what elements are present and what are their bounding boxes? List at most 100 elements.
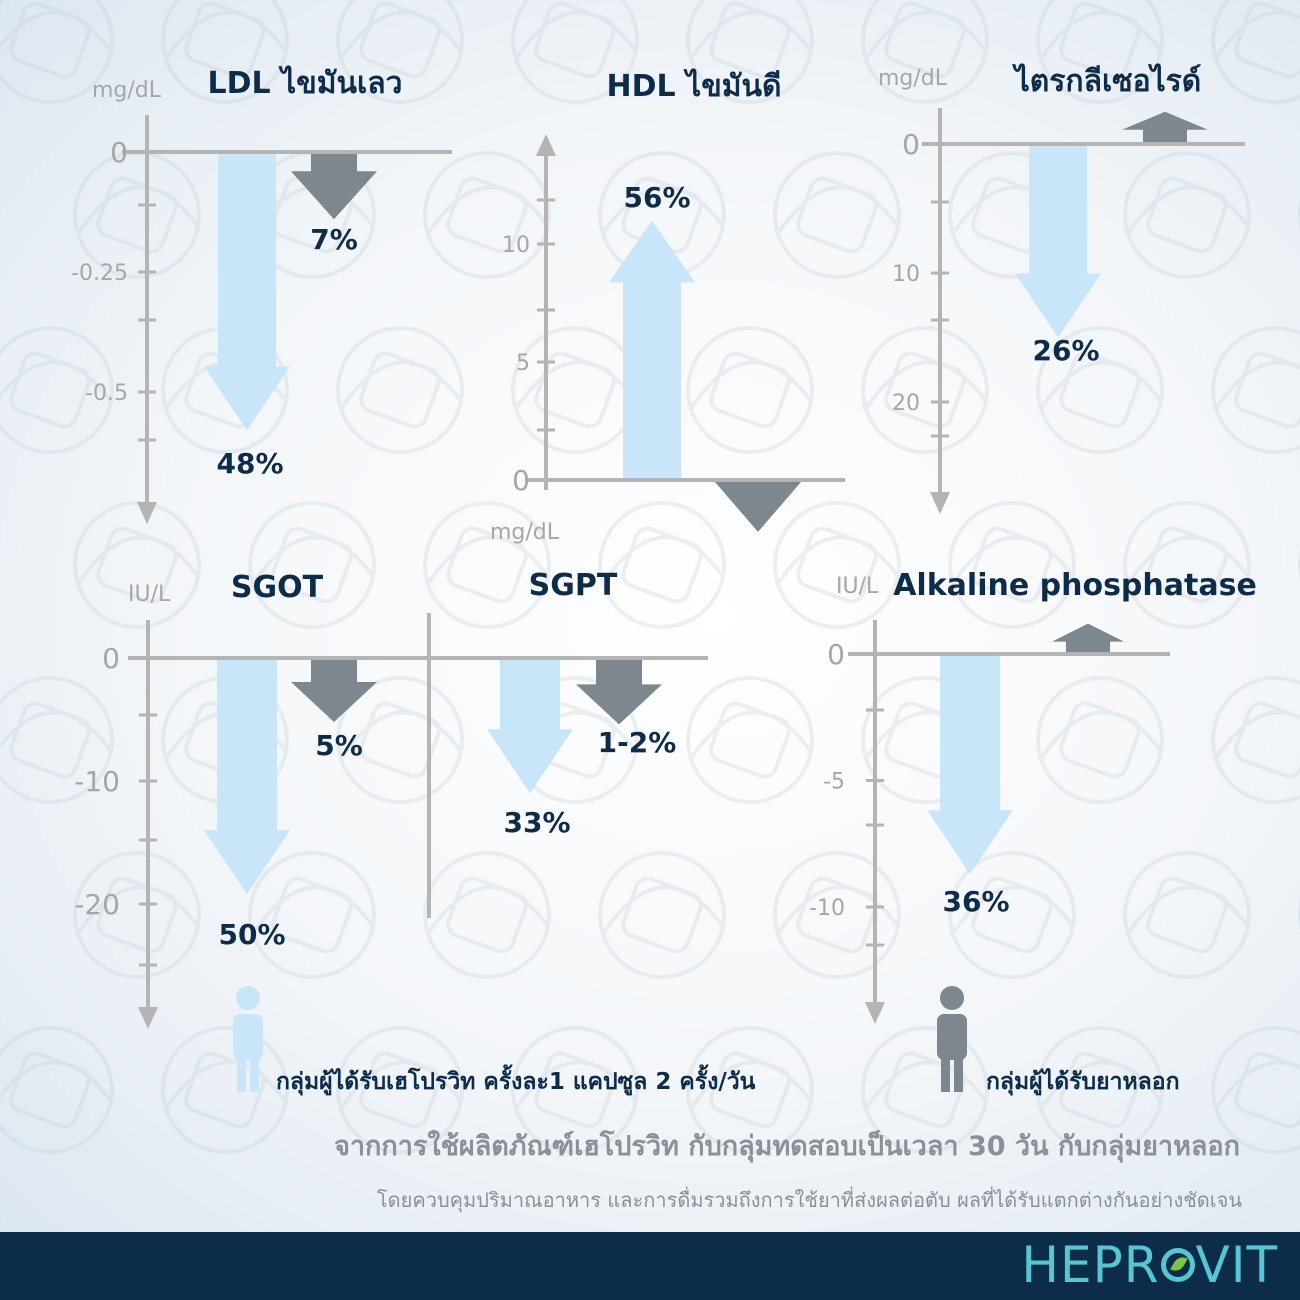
legend-treatment-label: กลุ่มผู้ได้รับเฮโปรวิท ครั้งละ1 แคปซูล 2… <box>276 1069 756 1095</box>
sgpt-chart-title: SGPT <box>528 568 618 603</box>
tg-treatment-value-label: 26% <box>1032 334 1099 367</box>
tg-unit-label: mg/dL <box>878 66 948 91</box>
brand-leaf-icon <box>1160 1248 1195 1282</box>
bg-logo-icon <box>336 676 464 804</box>
alp-y-axis-arrow <box>865 1002 885 1024</box>
sgot-y-axis-arrow <box>138 1007 158 1029</box>
bg-logo-icon <box>336 0 464 104</box>
bg-logo-icon <box>0 676 114 804</box>
sgpt-treatment-value-label: 33% <box>503 806 570 839</box>
bg-logo-icon <box>948 501 1076 629</box>
bg-logo-icon <box>861 1026 989 1154</box>
sgot-placebo-value-label: 5% <box>315 729 363 762</box>
sgpt-placebo-value-label: 1-2% <box>598 726 677 759</box>
hdl-treatment-arrow <box>609 220 695 478</box>
bg-logo-icon <box>1036 326 1164 454</box>
ldl-tick-label: -0.25 <box>71 261 128 286</box>
hdl-unit-label: mg/dL <box>490 520 560 545</box>
sgot-tick-label: -10 <box>74 765 120 798</box>
bg-logo-icon <box>336 326 464 454</box>
bg-logo-icon <box>1123 501 1251 629</box>
footnote-line-2: โดยควบคุมปริมาณอาหาร และการดื่มรวมถึงการ… <box>376 1188 1242 1212</box>
bg-logo-icon <box>861 0 989 104</box>
alp-tick-label: -5 <box>823 770 845 795</box>
tg-tick-label: 10 <box>892 262 920 287</box>
bg-logo-icon <box>161 1026 289 1154</box>
bg-logo-icon <box>336 1026 464 1154</box>
sgot-treatment-arrow <box>204 660 290 895</box>
hdl-tick-label: 0 <box>512 464 530 497</box>
ldl-chart-title: LDL ไขมันเลว <box>207 66 403 101</box>
tg-tick-label: 0 <box>902 128 920 161</box>
bg-logo-icon <box>1211 1026 1300 1154</box>
alp-treatment-arrow <box>927 656 1013 875</box>
bg-logo-icon <box>1211 326 1300 454</box>
brand-logo: HEPR VIT <box>1021 1236 1278 1294</box>
bg-logo-icon <box>773 151 901 279</box>
tg-treatment-arrow <box>1015 146 1101 338</box>
sgot-unit-label: IU/L <box>128 582 171 607</box>
bg-logo-icon <box>248 851 376 979</box>
hdl-chart-title: HDL ไขมันดี <box>606 69 782 104</box>
bg-logo-icon <box>773 501 901 629</box>
bg-logo-icon <box>0 0 114 104</box>
ldl-treatment-arrow <box>204 154 290 431</box>
bg-logo-icon <box>161 0 289 104</box>
alp-placebo-arrow <box>1052 623 1124 652</box>
bg-logo-icon <box>423 501 551 629</box>
bg-logo-icon <box>0 1026 114 1154</box>
ldl-y-axis-arrow <box>137 502 157 524</box>
bg-logo-icon <box>511 0 639 104</box>
alp-tick-label: -10 <box>809 896 845 921</box>
treatment-person-icon <box>233 986 263 1092</box>
bg-logo-icon <box>686 676 814 804</box>
bg-logo-icon <box>861 326 989 454</box>
bg-logo-icon <box>1123 151 1251 279</box>
bg-logo-icon <box>1036 676 1164 804</box>
hdl-placebo-arrow <box>715 482 801 532</box>
tg-chart-title: ไตรกลีเซอไรด์ <box>1014 64 1202 99</box>
brand-logo-right: VIT <box>1195 1236 1278 1294</box>
bg-logo-icon <box>1211 0 1300 104</box>
sgpt-treatment-arrow <box>487 660 573 794</box>
hdl-tick-label: 10 <box>502 233 530 258</box>
legend-placebo-label: กลุ่มผู้ได้รับยาหลอก <box>986 1069 1180 1095</box>
bg-logo-icon <box>1036 0 1164 104</box>
sgot-chart-title: SGOT <box>230 570 324 605</box>
bg-logo-icon <box>686 0 814 104</box>
alp-treatment-value-label: 36% <box>942 885 1009 918</box>
bg-logo-icon <box>511 1026 639 1154</box>
bg-logo-icon <box>1036 1026 1164 1154</box>
bg-logo-icon <box>598 851 726 979</box>
placebo-person-icon <box>937 986 967 1092</box>
sgot-tick-label: 0 <box>102 642 120 675</box>
footer-bar: HEPR VIT <box>0 1232 1300 1300</box>
alp-chart-title: Alkaline phosphatase <box>893 568 1257 603</box>
bg-logo-icon <box>598 501 726 629</box>
hdl-y-axis-arrow <box>536 134 556 156</box>
sgpt-placebo-arrow <box>576 660 662 725</box>
tg-tick-label: 20 <box>892 391 920 416</box>
bg-logo-icon <box>1211 676 1300 804</box>
tg-y-axis-arrow <box>930 492 950 514</box>
ldl-treatment-value-label: 48% <box>216 447 283 480</box>
bg-logo-icon <box>1123 851 1251 979</box>
bg-logo-icon <box>73 501 201 629</box>
alp-tick-label: 0 <box>827 638 845 671</box>
tg-placebo-arrow <box>1122 111 1208 142</box>
brand-logo-left: HEPR <box>1021 1236 1160 1294</box>
bg-logo-icon <box>773 851 901 979</box>
ldl-unit-label: mg/dL <box>92 78 162 103</box>
charts-canvas: 0 -0.25 -0.5 48% 7% 0 5 10 56% 0 10 20 26% 0 -10 -20 50%… <box>71 108 1245 1029</box>
bg-logo-icon <box>686 1026 814 1154</box>
hdl-treatment-value-label: 56% <box>623 181 690 214</box>
ldl-tick-label: 0 <box>110 136 128 169</box>
hdl-tick-label: 5 <box>516 351 530 376</box>
bg-logo-icon <box>423 851 551 979</box>
alp-unit-label: IU/L <box>836 574 879 599</box>
sgot-placebo-arrow <box>291 660 377 722</box>
bg-logo-icon <box>248 501 376 629</box>
bg-logo-icon <box>686 326 814 454</box>
bg-logo-icon <box>948 851 1076 979</box>
ldl-tick-label: -0.5 <box>85 381 128 406</box>
